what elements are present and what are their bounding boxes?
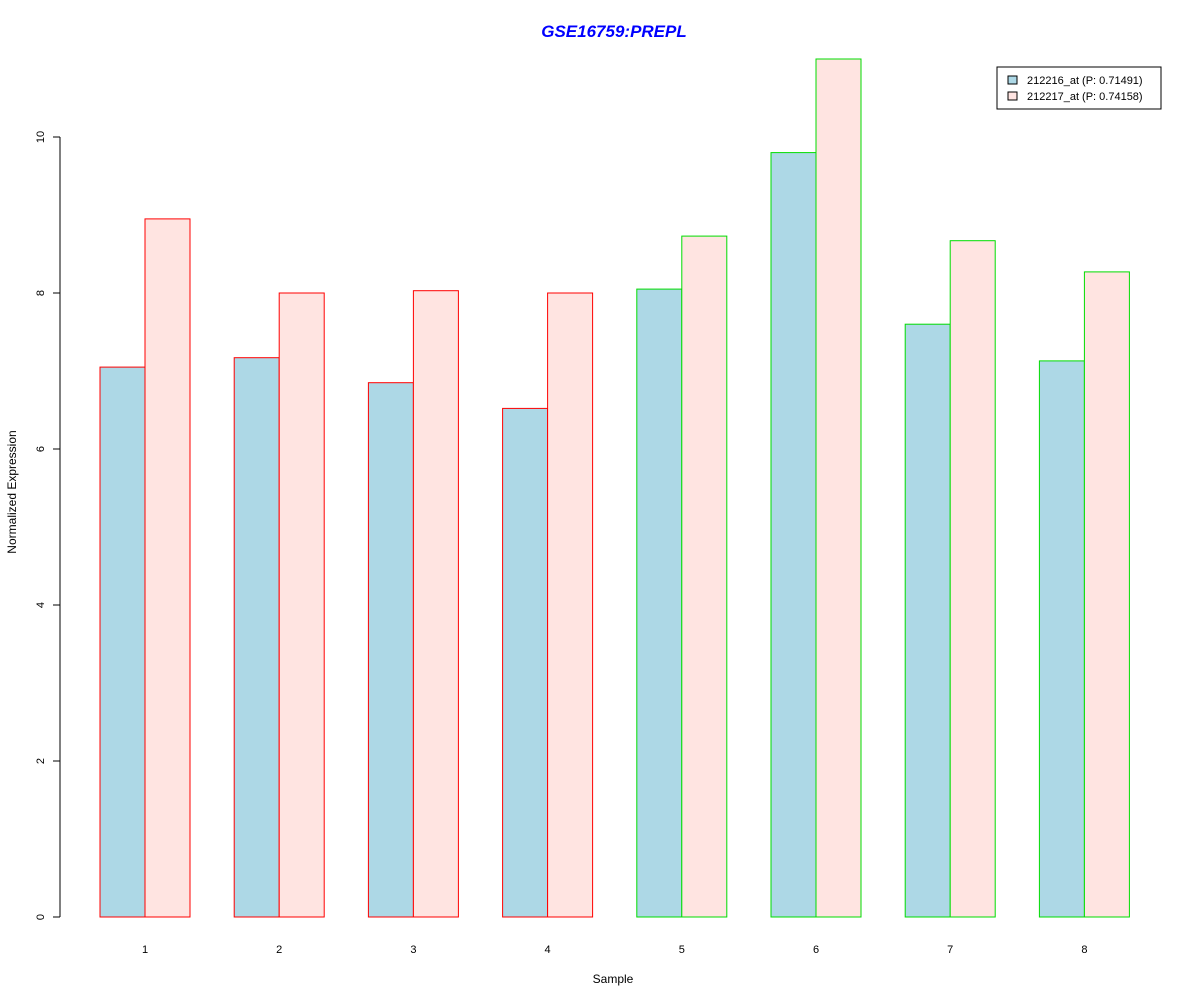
y-tick-label-8: 8 (35, 290, 47, 296)
legend-swatch-212216 (1007, 75, 1018, 85)
bar-sample-6-series-1 (770, 152, 817, 918)
legend-label-212216: 212216_at (P: 0.71491) (1027, 75, 1143, 87)
bar-sample-1-series-2 (144, 218, 191, 918)
bar-sample-3-series-1 (367, 382, 414, 918)
x-tick-label-6: 6 (813, 944, 819, 956)
bar-sample-2-series-2 (278, 292, 325, 918)
bar-sample-5-series-1 (636, 288, 683, 918)
x-tick-label-4: 4 (545, 944, 551, 956)
bar-sample-7-series-2 (949, 240, 996, 918)
legend: 212216_at (P: 0.71491) 212217_at (P: 0.7… (996, 66, 1162, 110)
y-tick-label-0: 0 (35, 914, 47, 920)
y-tick-label-6: 6 (35, 446, 47, 452)
bar-sample-2-series-1 (233, 357, 280, 918)
x-tick-label-2: 2 (276, 944, 282, 956)
x-tick-label-8: 8 (1081, 944, 1087, 956)
chart-title: GSE16759:PREPL (541, 22, 687, 41)
bar-sample-1-series-1 (99, 366, 146, 918)
bar-sample-4-series-1 (502, 407, 549, 918)
y-tick-label-2: 2 (35, 758, 47, 764)
legend-box (996, 66, 1162, 110)
x-tick-label-5: 5 (679, 944, 685, 956)
x-tick-label-3: 3 (410, 944, 416, 956)
bar-sample-8-series-2 (1083, 271, 1130, 918)
x-axis-label: Sample (593, 972, 634, 986)
x-tick-labels: 1 2 3 4 5 6 7 8 (142, 944, 1088, 956)
bar-sample-8-series-1 (1038, 360, 1085, 918)
y-axis: 0 2 4 6 8 10 (35, 131, 61, 920)
bar-sample-7-series-1 (904, 323, 951, 918)
bar-sample-6-series-2 (815, 58, 862, 918)
y-tick-label-10: 10 (35, 131, 47, 143)
bar-sample-3-series-2 (412, 290, 459, 918)
x-tick-label-1: 1 (142, 944, 148, 956)
legend-label-212217: 212217_at (P: 0.74158) (1027, 91, 1143, 103)
bar-sample-5-series-2 (681, 235, 728, 918)
bars-layer (99, 58, 1130, 918)
y-tick-label-4: 4 (35, 602, 47, 608)
bar-sample-4-series-2 (547, 292, 594, 918)
x-tick-label-7: 7 (947, 944, 953, 956)
legend-swatch-212217 (1007, 91, 1018, 101)
y-axis-label: Normalized Expression (5, 430, 19, 553)
